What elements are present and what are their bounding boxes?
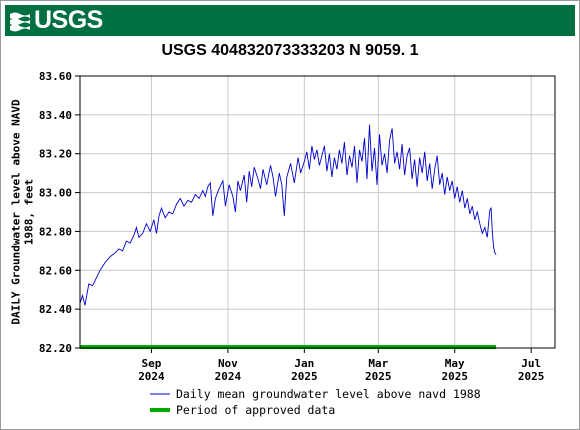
x-tick-label-month: Mar xyxy=(368,357,388,370)
legend-item-approved: Period of approved data xyxy=(150,402,481,418)
x-tick-label-year: 2024 xyxy=(215,370,242,383)
legend-label-daily-mean: Daily mean groundwater level above navd … xyxy=(176,387,481,401)
x-tick-label-year: 2025 xyxy=(365,370,392,383)
chart-title: USGS 404832073333203 N 9059. 1 xyxy=(161,42,419,59)
usgs-logo[interactable]: USGS xyxy=(9,7,103,34)
legend: Daily mean groundwater level above navd … xyxy=(150,386,481,418)
y-tick-labels: 82.20 82.40 82.60 82.80 83.00 83.20 83.40 83.60 xyxy=(39,70,72,355)
x-tick-label-month: May xyxy=(445,357,465,370)
x-tick-label-month: Jan xyxy=(294,357,314,370)
usgs-wave-icon xyxy=(10,12,30,31)
legend-bar-swatch xyxy=(150,408,170,412)
x-tick-label-year: 2025 xyxy=(291,370,318,383)
x-tick-label-month: Nov xyxy=(218,357,238,370)
legend-line-swatch xyxy=(150,393,170,395)
daily-mean-series-line xyxy=(79,124,497,306)
legend-label-approved: Period of approved data xyxy=(176,403,336,417)
x-tick-label-year: 2025 xyxy=(518,370,545,383)
y-tick-label: 83.40 xyxy=(39,109,72,122)
y-tick-label: 83.60 xyxy=(39,70,72,83)
y-tick-label: 82.60 xyxy=(39,264,72,277)
usgs-banner: USGS xyxy=(5,5,575,36)
usgs-logo-text: USGS xyxy=(34,6,103,34)
legend-item-daily-mean: Daily mean groundwater level above navd … xyxy=(150,386,481,402)
plot-border xyxy=(79,75,556,349)
y-tick-label: 83.20 xyxy=(39,148,72,161)
y-tick-label: 82.40 xyxy=(39,303,72,316)
x-tick-labels: Sep2024Nov2024Jan2025Mar2025May2025Jul20… xyxy=(138,357,544,383)
x-tick-label-month: Sep xyxy=(142,357,162,370)
x-tick-label-year: 2025 xyxy=(441,370,468,383)
grid-lines xyxy=(75,75,555,353)
y-tick-label: 83.00 xyxy=(39,187,72,200)
series-line-group xyxy=(79,124,497,306)
y-tick-label: 82.80 xyxy=(39,225,72,238)
x-tick-label-month: Jul xyxy=(521,357,541,370)
y-tick-label: 82.20 xyxy=(39,342,72,355)
x-tick-label-year: 2024 xyxy=(138,370,165,383)
